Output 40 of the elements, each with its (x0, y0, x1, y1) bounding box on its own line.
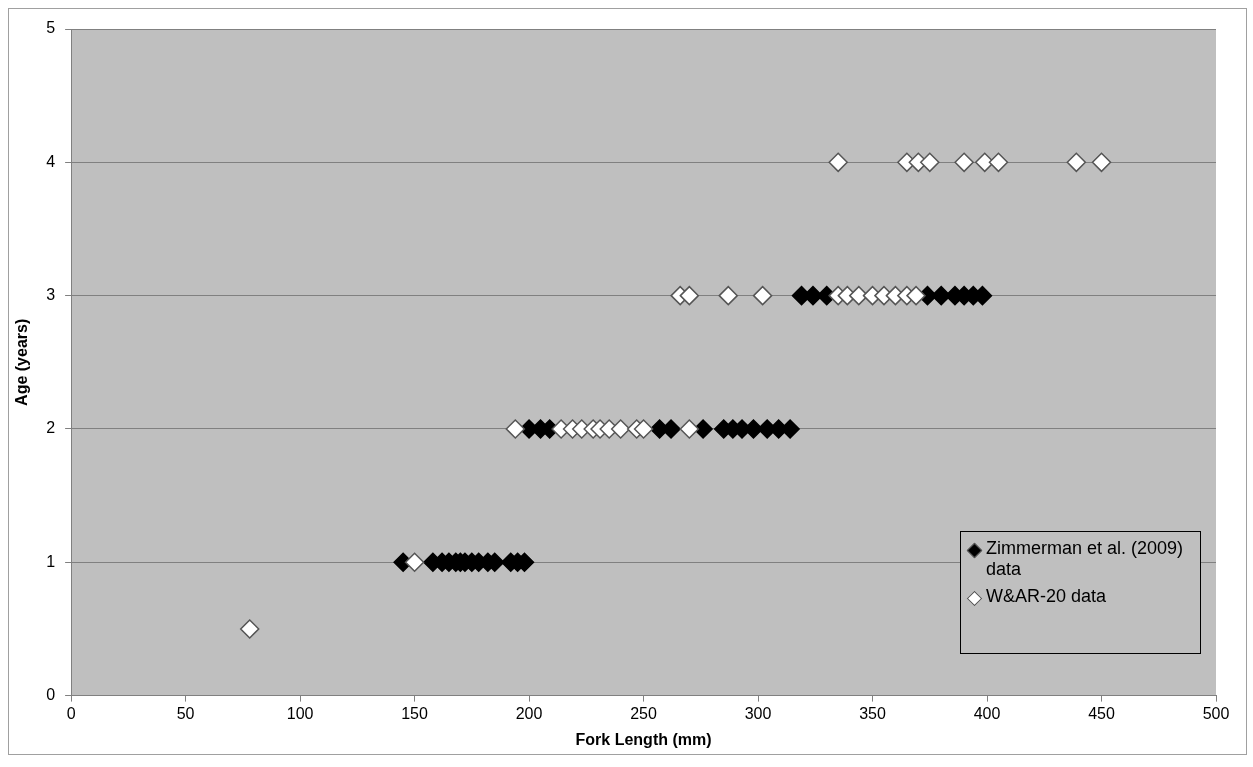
point (679, 419, 700, 439)
x-tick-label: 350 (859, 704, 886, 722)
point (239, 619, 260, 639)
point (828, 152, 848, 173)
y-tick-label: 1 (46, 552, 56, 570)
point (931, 285, 951, 306)
x-tick-label: 0 (66, 704, 76, 722)
x-tick-label: 200 (515, 704, 543, 722)
x-tick-label: 250 (630, 704, 657, 722)
point (906, 285, 926, 306)
point (954, 152, 974, 173)
x-tick-label: 500 (1202, 704, 1230, 722)
point (988, 152, 1009, 173)
point (1066, 152, 1087, 173)
point (1091, 152, 1112, 173)
x-axis-title: Fork Length (mm) (575, 730, 712, 748)
y-tick-label: 3 (46, 286, 56, 304)
y-tick-label: 4 (46, 152, 56, 170)
y-tick-label: 2 (46, 419, 56, 437)
x-tick-label: 100 (286, 704, 314, 722)
point (633, 419, 654, 439)
point (974, 152, 995, 173)
point (849, 285, 869, 306)
x-tick-label: 300 (744, 704, 772, 722)
point (679, 285, 700, 306)
point (505, 419, 526, 439)
legend-label: W&AR-20 data (986, 586, 1107, 607)
x-tick-label: 450 (1088, 704, 1115, 722)
point (718, 285, 739, 306)
y-tick-label: 5 (46, 19, 56, 37)
point (404, 552, 425, 573)
point (752, 285, 773, 306)
y-tick-label: 0 (46, 686, 56, 704)
x-tick-label: 50 (176, 704, 195, 722)
y-axis-title: Age (years) (13, 318, 31, 406)
x-tick-label: 400 (973, 704, 1001, 722)
x-tick-label: 150 (401, 704, 429, 722)
legend-label: Zimmerman et al. (2009) data (986, 538, 1184, 580)
point (610, 419, 631, 439)
point (920, 152, 940, 173)
